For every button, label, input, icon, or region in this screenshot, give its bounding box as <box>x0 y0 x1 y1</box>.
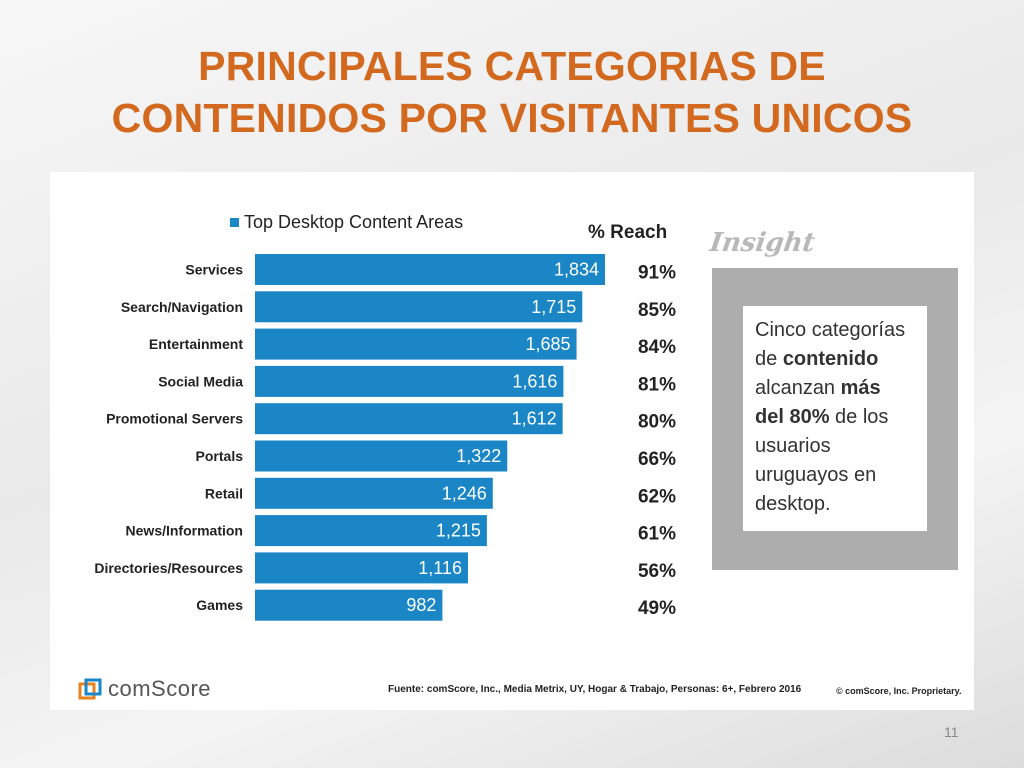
reach-value: 66% <box>638 449 676 470</box>
insight-bold-1: contenido <box>782 348 879 370</box>
category-label: Social Media <box>158 373 243 389</box>
bar-value-label: 1,116 <box>418 558 462 578</box>
comscore-logo-icon <box>78 678 102 700</box>
reach-value: 81% <box>638 374 676 395</box>
slide-title-line-2: CONTENIDOS POR VISITANTES UNICOS <box>111 95 913 141</box>
insight-text-1: Cinco categorías de <box>755 319 906 370</box>
bar-value-label: 982 <box>406 595 436 615</box>
bar-value-label: 1,246 <box>442 483 487 503</box>
comscore-logo-text: comScore <box>108 676 212 701</box>
bar <box>255 477 493 509</box>
comscore-logo: comScore <box>78 676 211 702</box>
slide-title: PRINCIPALES CATEGORIAS DE CONTENIDOS POR… <box>0 40 1024 144</box>
category-label: Search/Navigation <box>121 299 243 315</box>
source-note: Fuente: comScore, Inc., Media Metrix, UY… <box>388 684 802 695</box>
insight-bold-2: más del 80% <box>755 377 881 428</box>
category-label: Entertainment <box>149 336 243 352</box>
slide-title-line-1: PRINCIPALES CATEGORIAS DE <box>198 43 826 89</box>
category-label: Directories/Resources <box>94 560 243 576</box>
chart-legend: Top Desktop Content Areas <box>230 212 463 233</box>
legend-label: Top Desktop Content Areas <box>244 212 464 232</box>
bar-value-label: 1,685 <box>526 334 571 354</box>
bar <box>255 254 605 285</box>
reach-value: 61% <box>638 524 676 545</box>
reach-value: 80% <box>638 412 676 433</box>
bar <box>255 440 508 472</box>
chart-panel: Top Desktop Content Areas % Reach Servic… <box>50 172 974 710</box>
bar <box>255 328 577 360</box>
category-label: Portals <box>196 448 244 464</box>
reach-value: 49% <box>638 598 676 619</box>
insight-heading: Insight <box>707 228 817 258</box>
copyright-note: © comScore, Inc. Proprietary. <box>836 686 962 696</box>
bar-value-label: 1,715 <box>531 297 576 317</box>
insight-text-3: de los usuarios uruguayos en desktop. <box>755 406 889 515</box>
bar <box>255 552 468 584</box>
insight-text-2: alcanzan <box>755 377 841 399</box>
insight-frame: Cinco categorías de contenido alcanzan m… <box>712 268 958 570</box>
bar-value-label: 1,612 <box>512 409 557 429</box>
bar <box>255 589 443 621</box>
page-number: 11 <box>944 724 959 740</box>
bar <box>255 365 564 397</box>
legend-swatch <box>230 218 239 227</box>
bar <box>255 291 583 323</box>
category-label: Retail <box>205 485 243 501</box>
category-label: News/Information <box>126 523 243 539</box>
reach-value: 91% <box>638 263 676 284</box>
reach-header: % Reach <box>588 222 668 243</box>
category-label: Games <box>196 597 243 613</box>
category-label: Promotional Servers <box>106 411 243 427</box>
insight-text: Cinco categorías de contenido alcanzan m… <box>743 306 927 531</box>
reach-value: 84% <box>638 337 676 358</box>
bar-value-label: 1,834 <box>554 260 599 280</box>
bar-value-label: 1,616 <box>512 371 557 391</box>
bar <box>255 403 563 435</box>
category-label: Services <box>185 262 243 278</box>
reach-value: 56% <box>638 561 676 582</box>
reach-value: 85% <box>638 300 676 321</box>
bar-value-label: 1,322 <box>456 446 501 466</box>
bar-value-label: 1,215 <box>436 521 481 541</box>
reach-value: 62% <box>638 486 676 507</box>
bar-chart: Services 1,834 91% Search/Navigation 1,715 85… <box>94 254 676 621</box>
bar <box>255 515 487 547</box>
